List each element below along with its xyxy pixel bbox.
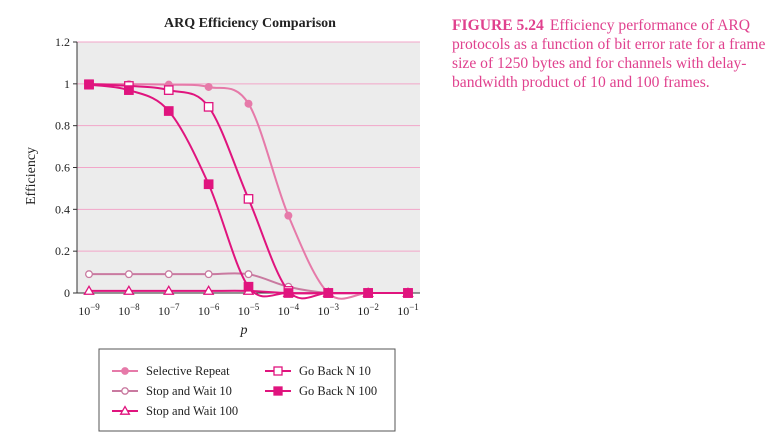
x-tick-label: 10−3 xyxy=(317,302,339,318)
data-point-stop-and-wait-100 xyxy=(123,284,135,295)
data-point-go-back-n-100 xyxy=(323,288,334,298)
x-tick-label: 10−7 xyxy=(158,302,180,318)
data-point-go-back-n-100 xyxy=(163,106,174,116)
data-point-go-back-n-10 xyxy=(163,85,174,95)
data-point-stop-and-wait-10 xyxy=(204,270,213,279)
x-tick-labels: 10−9 10−8 10−7 10−6 10−5 10−4 10−3 10−2 10−1 xyxy=(78,302,419,318)
y-tick-label: 0.2 xyxy=(55,244,70,258)
figure-label: FIGURE 5.24 xyxy=(452,17,544,34)
data-point-stop-and-wait-10 xyxy=(84,270,94,279)
legend-label: Stop and Wait 10 xyxy=(146,384,232,398)
data-point-selective-repeat xyxy=(284,211,293,220)
legend-item-stop-and-wait-100: Stop and Wait 100 xyxy=(112,404,238,418)
y-tick-label: 0.4 xyxy=(55,202,70,216)
y-tick-labels: 0 0.2 0.4 0.6 0.8 1 1.2 xyxy=(55,35,70,300)
data-point-stop-and-wait-10 xyxy=(164,270,173,279)
legend-item-go-back-n-100: Go Back N 100 xyxy=(265,384,377,398)
data-point-stop-and-wait-100 xyxy=(202,284,215,295)
legend-label: Go Back N 100 xyxy=(299,384,377,398)
legend-marker xyxy=(273,386,283,396)
data-point-go-back-n-10 xyxy=(203,101,214,112)
x-tick-label: 10−6 xyxy=(198,302,220,318)
legend-item-selective-repeat: Selective Repeat xyxy=(112,364,230,378)
legend: Selective Repeat Stop and Wait 10 Stop and… xyxy=(98,348,396,432)
legend-box xyxy=(98,348,396,432)
legend-label: Go Back N 10 xyxy=(299,364,371,378)
data-point-go-back-n-100 xyxy=(84,79,94,90)
figure-caption-text: Efficiency performance of ARQ protocols … xyxy=(452,17,766,91)
data-point-go-back-n-100 xyxy=(124,85,134,95)
legend-marker xyxy=(121,367,129,375)
data-point-stop-and-wait-10 xyxy=(244,270,253,279)
chart-title: ARQ Efficiency Comparison xyxy=(164,16,336,31)
x-tick-label: 10−1 xyxy=(397,302,419,318)
y-axis-label: Efficiency xyxy=(24,147,39,205)
data-point-stop-and-wait-10 xyxy=(124,270,133,279)
data-point-go-back-n-100 xyxy=(403,288,413,298)
x-tick-label: 10−8 xyxy=(118,302,140,318)
data-point-go-back-n-100 xyxy=(243,281,254,292)
series-go-back-n-100 xyxy=(84,79,413,298)
y-tick-label: 0.8 xyxy=(55,119,70,133)
legend-item-stop-and-wait-10: Stop and Wait 10 xyxy=(112,384,232,398)
y-tick-label: 1 xyxy=(64,77,70,91)
y-tick-label: 0 xyxy=(64,286,70,300)
data-point-go-back-n-100 xyxy=(203,179,214,190)
legend-marker xyxy=(119,405,131,415)
legend-marker xyxy=(121,387,129,395)
x-tick-label: 10−4 xyxy=(278,302,300,318)
data-point-go-back-n-100 xyxy=(363,288,373,298)
legend-label: Selective Repeat xyxy=(146,364,230,378)
data-point-go-back-n-10 xyxy=(243,194,254,204)
y-tick-label: 1.2 xyxy=(55,35,70,49)
data-point-selective-repeat xyxy=(244,99,253,108)
data-point-stop-and-wait-100 xyxy=(163,284,175,295)
y-tick-label: 0.6 xyxy=(55,161,70,175)
legend-label: Stop and Wait 100 xyxy=(146,404,238,418)
series-layer xyxy=(83,79,414,300)
data-point-go-back-n-100 xyxy=(283,288,294,298)
x-tick-label: 10−9 xyxy=(78,302,100,318)
x-tick-label: 10−5 xyxy=(238,302,260,318)
legend-item-go-back-n-10: Go Back N 10 xyxy=(265,364,371,378)
data-point-selective-repeat xyxy=(204,82,213,91)
figure-caption: FIGURE 5.24 Efficiency performance of ARQ… xyxy=(452,16,767,92)
series-line-go-back-n-100 xyxy=(88,83,408,298)
data-point-stop-and-wait-100 xyxy=(83,284,95,295)
series-line-selective-repeat xyxy=(88,83,408,300)
legend-marker xyxy=(273,366,283,376)
x-axis-label: p xyxy=(240,323,248,338)
x-tick-label: 10−2 xyxy=(357,302,379,318)
